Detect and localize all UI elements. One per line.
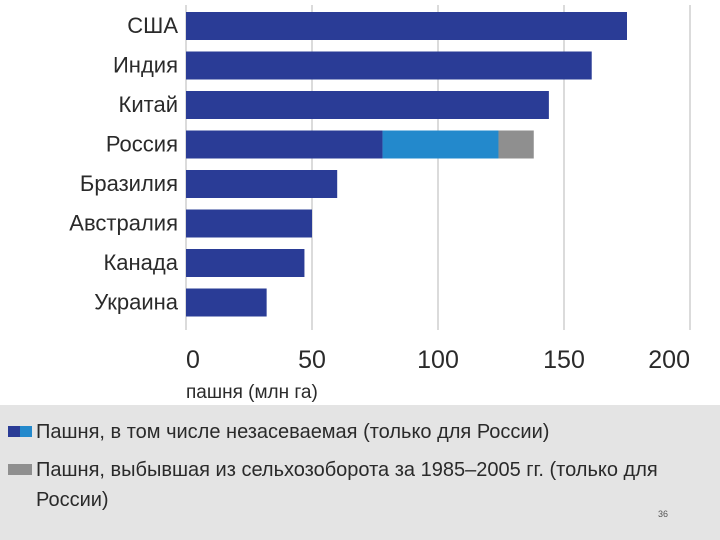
bar-segment [186,12,627,40]
legend-label-abandoned: Пашня, выбывшая из сельхозоборота за 198… [36,459,658,511]
x-tick-label: 100 [417,346,459,374]
bar-chart: США Индия Китай Россия Бразилия Австралия Кана… [69,5,691,403]
x-tick-label: 200 [648,346,690,374]
legend-label-plowland: Пашня, в том числе незасеваемая (только … [36,421,550,443]
legend-item-plowland: Пашня, в том числе незасеваемая (только … [8,417,716,447]
category-label: Индия [113,53,178,78]
bar-segment [382,130,499,159]
x-tick-label: 0 [186,346,200,374]
x-axis-title: пашня (млн га) [186,382,318,403]
category-label: Украина [94,290,179,315]
bar-segment [186,130,383,159]
bar-segment [186,170,338,198]
bar-segment [186,209,312,238]
bar-segment [186,91,549,119]
x-tick-label: 150 [543,346,585,374]
bar-segment [498,130,534,159]
category-label: Китай [119,92,178,117]
category-label: Бразилия [80,171,178,196]
legend-swatch-plowland [8,426,32,437]
category-label: США [127,13,178,38]
legend: Пашня, в том числе незасеваемая (только … [0,405,720,540]
bar-segment [186,249,305,277]
category-label: Австралия [69,211,178,236]
bar-segment [186,288,267,317]
x-tick-label: 50 [298,346,326,374]
bar-segment [186,51,592,80]
category-label: Россия [106,132,178,157]
slide-number: 36 [658,509,669,519]
category-label: Канада [103,250,178,275]
legend-swatch-dark-blue [8,426,20,437]
legend-item-abandoned: Пашня, выбывшая из сельхозоборота за 198… [8,455,706,515]
legend-swatch-abandoned [8,464,32,475]
legend-swatch-light-blue [20,426,32,437]
